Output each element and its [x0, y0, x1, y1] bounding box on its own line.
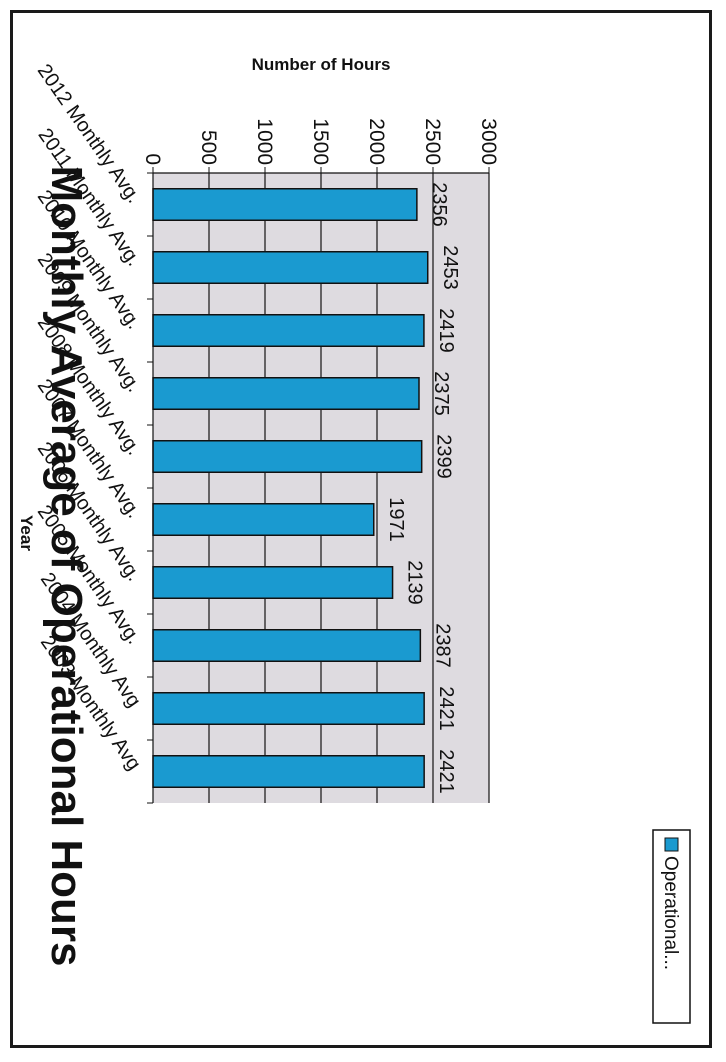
data-label: 2453 — [439, 245, 461, 290]
bar — [152, 503, 375, 536]
y-tick-label: 500 — [197, 130, 220, 165]
legend: Operational... — [652, 829, 691, 1024]
data-label: 2399 — [433, 434, 455, 479]
y-axis: 0 500 1000 1500 2000 2500 3000 — [141, 118, 500, 174]
data-label: 2421 — [435, 749, 457, 794]
y-tick-label: 1000 — [253, 118, 276, 165]
y-tick-label: 2000 — [365, 118, 388, 165]
bar — [152, 314, 425, 347]
data-label: 1971 — [385, 497, 407, 542]
legend-box — [652, 829, 691, 1024]
y-tick-label: 0 — [141, 153, 164, 165]
data-label: 2421 — [435, 686, 457, 731]
bar — [152, 251, 429, 284]
legend-swatch — [664, 837, 679, 852]
bar — [152, 755, 425, 788]
bar — [152, 188, 418, 221]
bar — [152, 629, 422, 662]
data-label: 2419 — [435, 308, 457, 353]
data-label: 2356 — [428, 182, 450, 227]
x-axis-title: Year — [17, 515, 36, 551]
chart-title: Monthly Average of Operational Hours — [42, 165, 91, 966]
data-label: 2387 — [431, 623, 453, 668]
y-tick-label: 3000 — [477, 118, 500, 165]
legend-label: Operational... — [660, 856, 681, 970]
bar — [152, 377, 420, 410]
y-tick-label: 2500 — [421, 118, 444, 165]
bar — [152, 440, 423, 473]
bar — [152, 692, 425, 725]
data-label: 2375 — [430, 371, 452, 416]
y-tick-label: 1500 — [309, 118, 332, 165]
y-axis-title: Number of Hours — [252, 55, 391, 74]
bar — [152, 566, 394, 599]
data-label: 2139 — [404, 560, 426, 605]
